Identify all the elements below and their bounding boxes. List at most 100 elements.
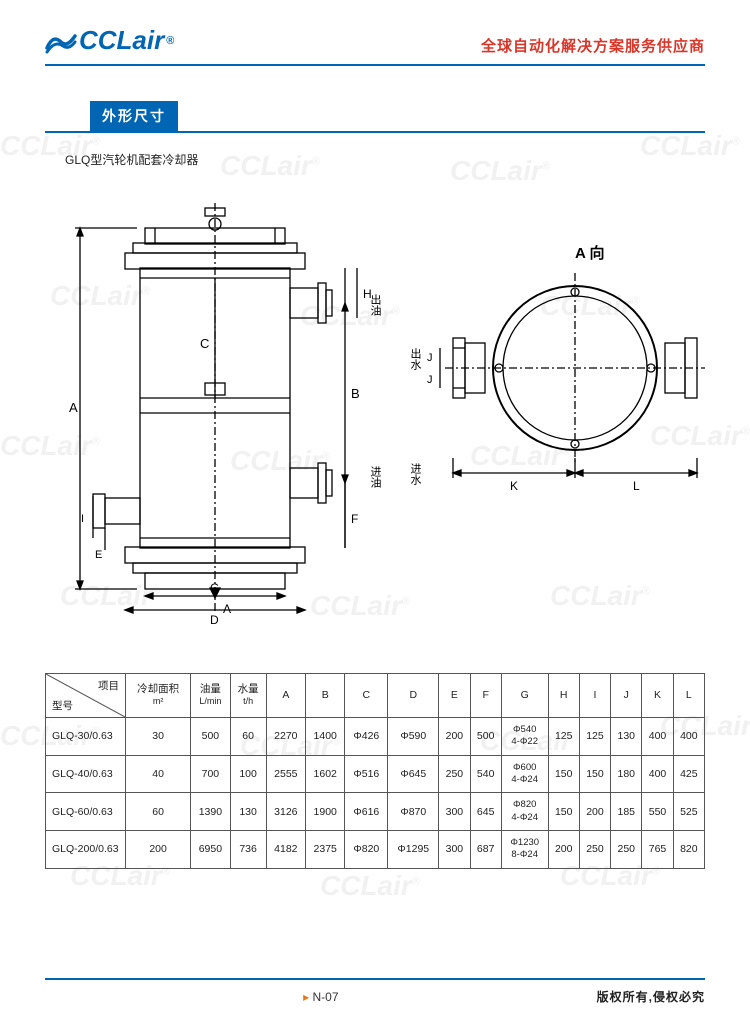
table-column-header: B <box>306 674 345 718</box>
table-column-header: G <box>501 674 548 718</box>
table-row: GLQ-60/0.6360139013031261900Φ616Φ8703006… <box>46 793 705 831</box>
table-column-header: E <box>439 674 470 718</box>
svg-text:L: L <box>633 479 640 493</box>
data-cell: 540 <box>470 755 501 793</box>
data-cell: 185 <box>611 793 642 831</box>
data-cell: 250 <box>579 831 610 869</box>
logo-registered: ® <box>166 35 174 47</box>
model-cell: GLQ-30/0.63 <box>46 718 126 756</box>
data-cell: Φ516 <box>345 755 388 793</box>
watermark: CCLair® <box>320 870 420 902</box>
data-cell: 200 <box>439 718 470 756</box>
svg-text:B: B <box>351 386 360 401</box>
data-cell: 400 <box>642 755 673 793</box>
diag-top-label: 项目 <box>98 678 119 693</box>
svg-text:出油: 出油 <box>369 293 382 316</box>
svg-text:出水: 出水 <box>409 347 422 370</box>
data-cell: 150 <box>548 755 579 793</box>
table-column-header: D <box>388 674 439 718</box>
data-cell: 645 <box>470 793 501 831</box>
logo-wave-icon <box>45 28 77 54</box>
svg-text:进水: 进水 <box>409 463 422 485</box>
data-cell: 1400 <box>306 718 345 756</box>
data-cell: 1390 <box>191 793 230 831</box>
svg-text:I: I <box>81 513 84 525</box>
page-header: CCLair® 全球自动化解决方案服务供应商 <box>0 0 750 64</box>
data-cell: 500 <box>191 718 230 756</box>
data-cell: 125 <box>579 718 610 756</box>
svg-text:D: D <box>210 613 219 627</box>
data-cell: 200 <box>579 793 610 831</box>
data-cell: 400 <box>642 718 673 756</box>
data-cell: 250 <box>439 755 470 793</box>
data-cell: 765 <box>642 831 673 869</box>
table-column-header: 油量L/min <box>191 674 230 718</box>
svg-text:J: J <box>427 374 433 386</box>
data-cell: Φ1295 <box>388 831 439 869</box>
data-cell: 150 <box>579 755 610 793</box>
svg-text:进油: 进油 <box>369 466 382 488</box>
data-cell: Φ12308-Φ24 <box>501 831 548 869</box>
model-cell: GLQ-60/0.63 <box>46 793 126 831</box>
svg-text:E: E <box>95 549 102 561</box>
data-cell: Φ590 <box>388 718 439 756</box>
table-column-header: 冷却面积m² <box>126 674 191 718</box>
brand-logo: CCLair® <box>45 25 174 56</box>
table-column-header: H <box>548 674 579 718</box>
data-cell: 30 <box>126 718 191 756</box>
table-column-header: I <box>579 674 610 718</box>
data-cell: Φ5404-Φ22 <box>501 718 548 756</box>
data-cell: 400 <box>673 718 704 756</box>
data-cell: 550 <box>642 793 673 831</box>
model-cell: GLQ-200/0.63 <box>46 831 126 869</box>
svg-text:C: C <box>200 336 209 351</box>
section-title: 外形尺寸 <box>90 101 178 131</box>
model-cell: GLQ-40/0.63 <box>46 755 126 793</box>
data-cell: 180 <box>611 755 642 793</box>
table-column-header: 水量t/h <box>230 674 266 718</box>
data-cell: 60 <box>126 793 191 831</box>
section-subtitle: GLQ型汽轮机配套冷却器 <box>65 151 705 168</box>
copyright-text: 版权所有,侵权必究 <box>597 988 705 1005</box>
diag-bot-label: 型号 <box>52 698 73 713</box>
data-cell: 6950 <box>191 831 230 869</box>
data-cell: 300 <box>439 831 470 869</box>
data-cell: 250 <box>611 831 642 869</box>
data-cell: 130 <box>230 793 266 831</box>
page-number: N-07 <box>303 990 338 1004</box>
data-cell: 425 <box>673 755 704 793</box>
table-diag-header: 项目 型号 <box>46 674 126 718</box>
svg-text:A: A <box>69 400 78 415</box>
data-cell: 125 <box>548 718 579 756</box>
data-cell: 2555 <box>266 755 305 793</box>
data-cell: 2270 <box>266 718 305 756</box>
data-cell: Φ645 <box>388 755 439 793</box>
data-cell: 1900 <box>306 793 345 831</box>
footer-rule <box>45 978 705 980</box>
data-cell: 60 <box>230 718 266 756</box>
data-cell: Φ6004-Φ24 <box>501 755 548 793</box>
data-cell: 300 <box>439 793 470 831</box>
data-cell: 820 <box>673 831 704 869</box>
svg-text:G: G <box>210 581 219 595</box>
page-footer: N-07 版权所有,侵权必究 <box>45 978 705 1005</box>
table-column-header: A <box>266 674 305 718</box>
data-cell: Φ616 <box>345 793 388 831</box>
table-row: GLQ-40/0.634070010025551602Φ516Φ64525054… <box>46 755 705 793</box>
data-cell: 4182 <box>266 831 305 869</box>
data-cell: 525 <box>673 793 704 831</box>
engineering-diagram: A A I <box>45 198 705 628</box>
svg-text:K: K <box>510 479 518 493</box>
data-cell: 40 <box>126 755 191 793</box>
data-cell: Φ870 <box>388 793 439 831</box>
data-cell: 500 <box>470 718 501 756</box>
table-column-header: F <box>470 674 501 718</box>
header-tagline: 全球自动化解决方案服务供应商 <box>481 35 705 56</box>
data-cell: Φ8204-Φ24 <box>501 793 548 831</box>
svg-text:F: F <box>351 512 358 526</box>
data-cell: 150 <box>548 793 579 831</box>
data-cell: 736 <box>230 831 266 869</box>
data-cell: 200 <box>126 831 191 869</box>
data-cell: 100 <box>230 755 266 793</box>
data-cell: Φ426 <box>345 718 388 756</box>
